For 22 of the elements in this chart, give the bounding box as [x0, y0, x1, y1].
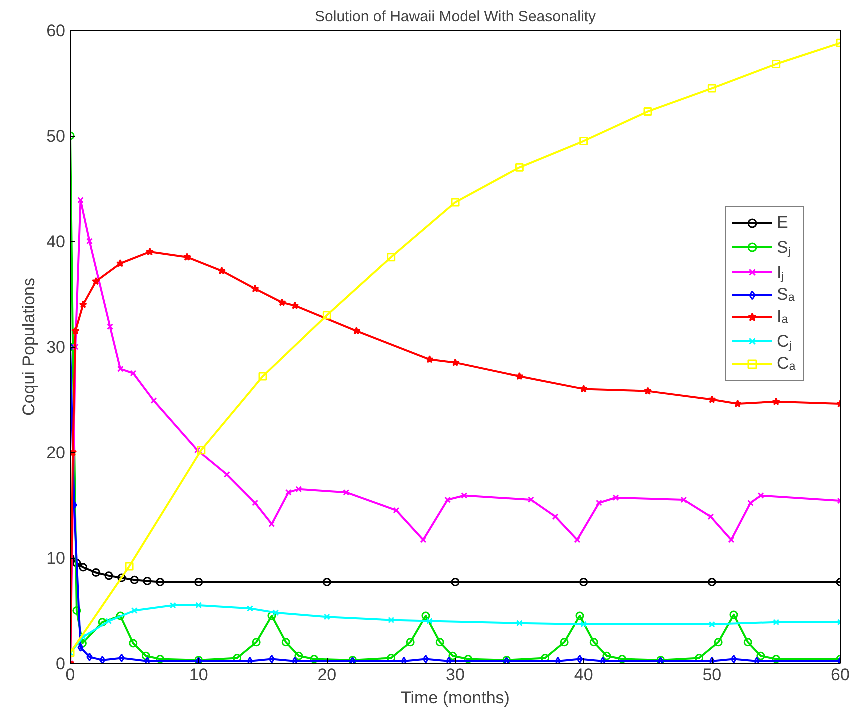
x-tick-label: 30 — [446, 666, 465, 684]
legend-label: Iⱼ — [777, 262, 786, 283]
y-tick-label: 20 — [46, 444, 66, 462]
legend-label: Cⱼ — [777, 331, 794, 352]
legend-label: Sₐ — [777, 285, 796, 305]
chart-title: Solution of Hawaii Model With Seasonality — [315, 8, 596, 26]
y-tick-label: 40 — [46, 232, 66, 252]
legend-label: Iₐ — [777, 307, 790, 327]
x-tick-label: 60 — [831, 666, 850, 684]
x-tick-label: 20 — [318, 666, 337, 684]
x-tick-label: 10 — [189, 666, 208, 684]
legend-label: E — [777, 213, 790, 233]
legend-label: Cₐ — [777, 354, 797, 374]
x-tick-label: 50 — [702, 666, 722, 684]
y-axis-title: Coqui Populations — [20, 278, 39, 416]
y-tick-label: 30 — [46, 338, 66, 357]
x-axis-title: Time (months) — [401, 688, 510, 708]
legend-label: Sⱼ — [777, 237, 792, 258]
y-tick-label: 10 — [46, 549, 66, 568]
y-tick-label: 60 — [46, 22, 66, 40]
y-tick-label: 50 — [46, 127, 66, 146]
x-tick-label: 40 — [574, 666, 594, 684]
